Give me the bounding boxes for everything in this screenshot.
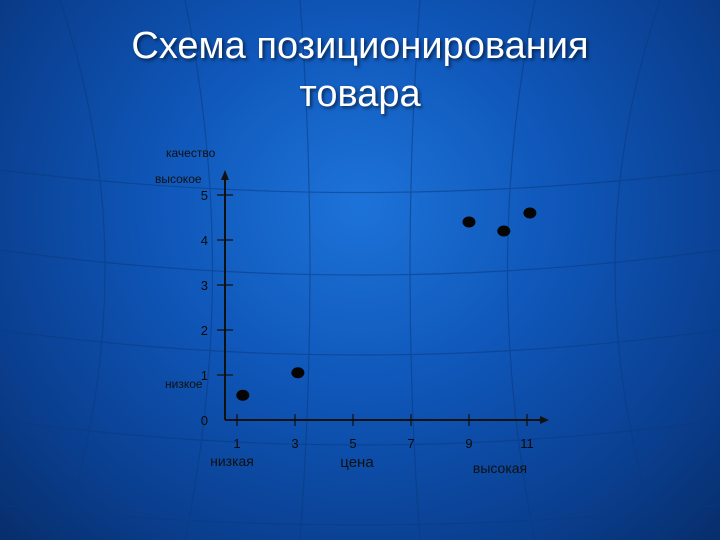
title-line-1: Схема позиционирования <box>131 25 589 67</box>
y-tick-label: 4 <box>201 233 208 248</box>
x-tick-label: 7 <box>407 436 414 451</box>
x-tick-label: 3 <box>291 436 298 451</box>
y-tick-label: 0 <box>201 413 208 428</box>
slide-title: Схема позиционирования товара <box>0 22 720 118</box>
scatter-point <box>462 216 476 228</box>
y-tick-label: 2 <box>201 323 208 338</box>
x-axis-arrow <box>540 416 549 424</box>
scatter-point <box>291 367 305 379</box>
y-high-label: высокое <box>155 172 202 186</box>
chart-points <box>236 207 537 401</box>
x-tick-label: 9 <box>465 436 472 451</box>
scatter-point <box>497 225 511 237</box>
y-axis-title: качество <box>166 146 216 160</box>
scatter-point <box>236 389 250 401</box>
x-tick-label: 5 <box>349 436 356 451</box>
x-tick-label: 11 <box>520 436 534 451</box>
x-tick-label: 1 <box>233 436 240 451</box>
y-axis-arrow <box>221 170 229 180</box>
x-low-label: низкая <box>210 453 254 469</box>
chart-ticks: 0 1 2 3 4 5 1 3 5 7 9 11 <box>201 188 534 451</box>
x-axis-title: цена <box>340 454 374 471</box>
x-high-label: высокая <box>473 460 527 476</box>
y-tick-label: 3 <box>201 278 208 293</box>
y-low-label: низкое <box>165 377 203 391</box>
scatter-point <box>523 207 537 219</box>
y-tick-label: 1 <box>201 368 208 383</box>
chart-labels: качество высокое низкое низкая цена высокая <box>155 146 527 476</box>
chart-axes <box>221 170 549 424</box>
title-line-2: товара <box>299 73 421 115</box>
y-tick-label: 5 <box>201 188 208 203</box>
